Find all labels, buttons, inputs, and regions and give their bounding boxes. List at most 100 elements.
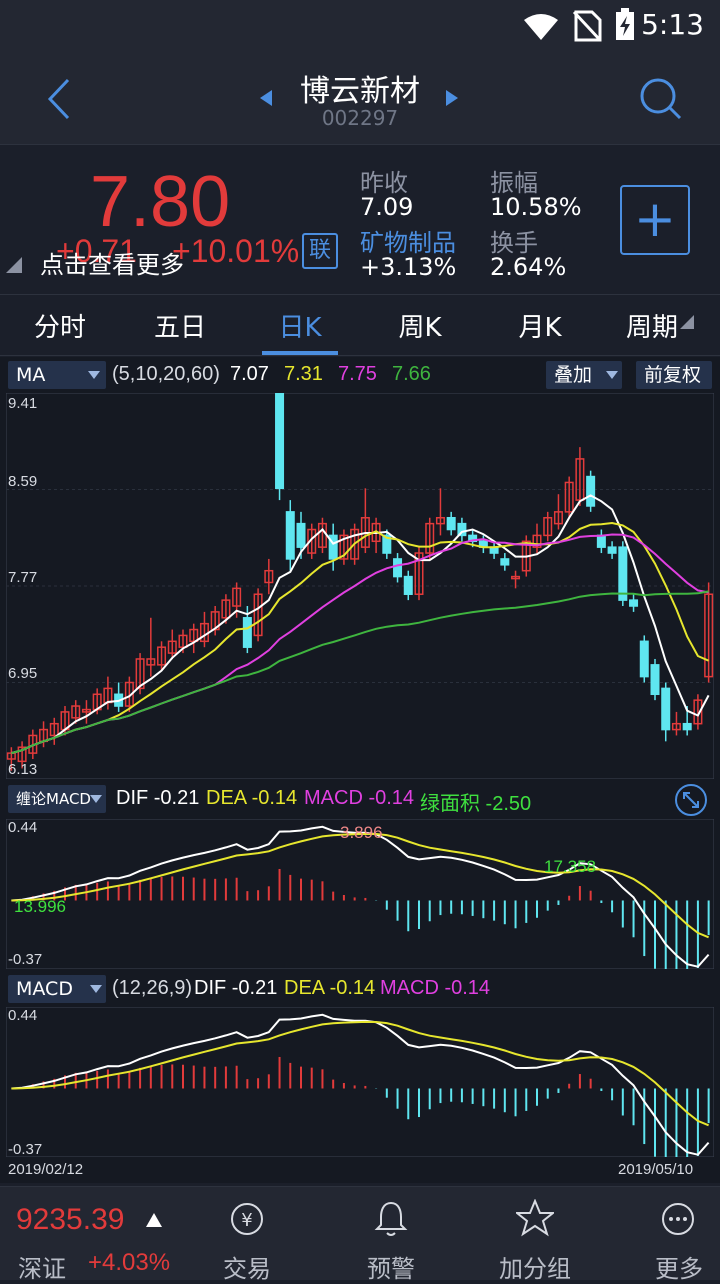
current-price: 7.80: [90, 162, 231, 242]
tab-daily-k[interactable]: 日K: [278, 313, 322, 343]
chart-area[interactable]: MA (5,10,20,60) 7.07 7.31 7.75 7.66 叠加 前…: [0, 357, 720, 1183]
prev-stock-icon[interactable]: [258, 88, 274, 108]
index-value[interactable]: 9235.39: [16, 1203, 125, 1236]
period-tabs: 分时 五日 日K 周K 月K 周期: [0, 294, 720, 356]
status-bar: 5:13: [0, 0, 720, 52]
sub1-y-top: 0.44: [8, 819, 38, 836]
candle-body: [232, 587, 242, 607]
sub1-green-area: 绿面积 -2.50: [420, 793, 532, 815]
next-stock-icon[interactable]: [444, 88, 460, 108]
back-arrow-icon[interactable]: [44, 78, 74, 120]
date-start: 2019/02/12: [8, 1161, 84, 1178]
candle-body: [693, 699, 703, 725]
sub1-peak-label: 3.896: [340, 823, 383, 842]
nav-add-group[interactable]: 加分组: [499, 1255, 571, 1283]
tab-intraday[interactable]: 分时: [33, 313, 86, 343]
macd-selector[interactable]: MACD: [8, 975, 106, 1003]
ma60-value: 7.66: [392, 363, 431, 385]
ma-selector[interactable]: MA: [8, 361, 106, 389]
macd-frame: [6, 1007, 714, 1157]
sub1-macd: MACD -0.14: [304, 787, 415, 809]
tab-five-day[interactable]: 五日: [153, 313, 206, 343]
sub1-dea: DEA -0.14: [206, 787, 298, 809]
candle-body: [264, 569, 274, 584]
stock-code: 002297: [321, 106, 399, 130]
candlestick-chart: [6, 393, 714, 779]
price-change-pct: +10.01%: [172, 233, 300, 269]
ma-params: (5,10,20,60): [112, 363, 220, 385]
tab-monthly-k[interactable]: 月K: [518, 313, 562, 343]
link-badge[interactable]: 联: [302, 233, 338, 269]
macd-selector-label: MACD: [16, 978, 73, 1000]
no-sim-icon: [572, 10, 602, 42]
tab-period[interactable]: 周期: [625, 313, 678, 343]
turnover-label: 换手: [490, 229, 538, 257]
candle-body: [178, 634, 188, 648]
dif-line: [11, 1013, 710, 1156]
dropdown-icon: [90, 985, 102, 993]
overlay-label: 叠加: [554, 364, 593, 386]
y-label-3: 7.77: [8, 569, 38, 586]
turnover-value: 2.64%: [490, 253, 567, 281]
tab-weekly-k[interactable]: 周K: [398, 313, 442, 343]
candle-body: [350, 528, 360, 560]
stock-name: 博云新材: [300, 74, 420, 109]
chan-macd-chart: [6, 819, 714, 969]
candle-body: [629, 599, 639, 607]
macd-chart: [6, 1007, 714, 1157]
candle-body: [285, 511, 295, 560]
wifi-icon: [524, 14, 558, 40]
candle-body: [650, 664, 660, 696]
bell-icon[interactable]: [373, 1199, 409, 1239]
prev-close-value: 7.09: [360, 193, 414, 221]
candle-body: [543, 516, 553, 537]
candle-body: [457, 522, 467, 537]
search-icon[interactable]: [638, 76, 684, 122]
sub2-dea: DEA -0.14: [284, 977, 376, 999]
date-end: 2019/05/10: [618, 1161, 694, 1178]
candle-body: [382, 534, 392, 554]
nav-alert[interactable]: 预警: [367, 1255, 415, 1283]
quote-panel: 7.80 +0.71 +10.01% 点击查看更多 联 昨收 7.09 矿物制品…: [0, 144, 720, 294]
adjust-button[interactable]: 前复权: [636, 361, 712, 389]
candle-body: [425, 522, 435, 554]
dropdown-icon: [88, 371, 100, 379]
y-label-4: 6.95: [8, 665, 38, 682]
candle-body: [71, 705, 81, 719]
stock-header: 博云新材 002297: [0, 52, 720, 144]
chan-macd-selector[interactable]: 缠论MACD: [8, 785, 106, 813]
expand-icon[interactable]: [674, 783, 708, 817]
sub1-y-bottom: -0.37: [8, 951, 43, 968]
trade-icon[interactable]: ¥: [229, 1201, 265, 1237]
candle-body: [661, 687, 671, 731]
star-icon[interactable]: [516, 1199, 554, 1237]
more-hint[interactable]: 点击查看更多: [40, 251, 184, 279]
macd-params: (12,26,9): [112, 977, 193, 999]
sub2-y-top: 0.44: [8, 1007, 38, 1024]
candle-body: [81, 708, 91, 713]
ma-selector-label: MA: [16, 364, 46, 386]
up-triangle-icon: [146, 1213, 162, 1227]
nav-more[interactable]: 更多: [655, 1255, 703, 1283]
ma10-line: [11, 521, 710, 755]
nav-trade[interactable]: 交易: [223, 1255, 271, 1283]
sub1-dif: DIF -0.21: [116, 787, 200, 809]
sector-link[interactable]: 矿物制品: [360, 229, 456, 257]
overlay-button[interactable]: 叠加: [546, 361, 622, 389]
candle-body: [553, 511, 563, 525]
ma20-value: 7.75: [338, 363, 377, 385]
dif-line: [11, 825, 710, 968]
candle-body: [135, 658, 145, 690]
candle-body: [49, 722, 59, 737]
add-watchlist-button[interactable]: +: [620, 185, 690, 255]
candle-body: [275, 393, 285, 490]
dropdown-icon: [606, 371, 618, 379]
sub2-dif: DIF -0.21: [194, 977, 278, 999]
ma10-value: 7.31: [284, 363, 323, 385]
candle-body: [682, 722, 692, 731]
candle-body: [403, 575, 413, 595]
more-icon[interactable]: [660, 1201, 696, 1237]
candle-body: [221, 599, 231, 619]
ma60-line: [11, 590, 709, 755]
candle-body: [339, 534, 349, 560]
